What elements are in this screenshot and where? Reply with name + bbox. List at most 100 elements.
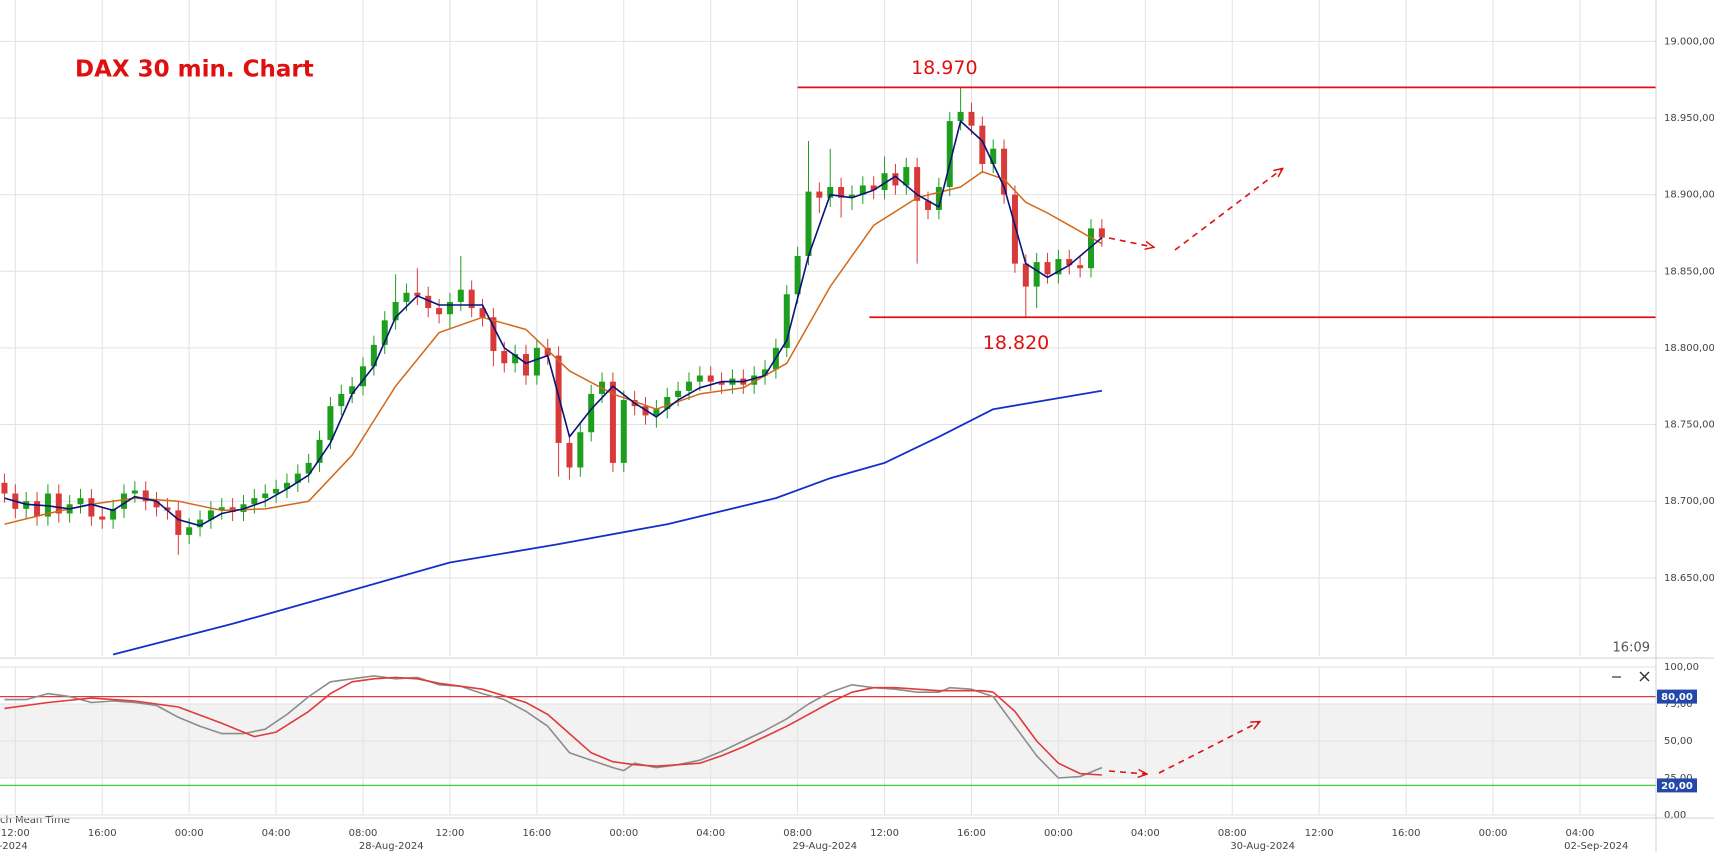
- candle-body: [1011, 194, 1018, 264]
- candle-body: [685, 381, 692, 391]
- date-label: 02-Sep-2024: [1564, 841, 1628, 852]
- candle-body: [283, 482, 290, 489]
- candle-body: [251, 498, 258, 505]
- candle-body: [1077, 265, 1084, 269]
- date-label: 29-Aug-2024: [792, 841, 857, 852]
- candle-body: [436, 308, 443, 315]
- x-tick-label: 00:00: [175, 828, 204, 839]
- x-tick-label: 04:00: [1131, 828, 1160, 839]
- level-label: 18.970: [911, 57, 977, 79]
- y-tick-label: 18.800,00: [1664, 343, 1714, 354]
- candle-body: [1087, 228, 1094, 269]
- date-label: -2024: [0, 841, 28, 852]
- candle-body: [338, 393, 345, 407]
- candle-body: [675, 390, 682, 397]
- candle-body: [794, 255, 801, 295]
- candle-body: [120, 493, 127, 509]
- candle-body: [707, 375, 714, 382]
- x-tick-label: 08:00: [783, 828, 812, 839]
- level-label: 80,00: [1661, 692, 1693, 703]
- candle-body: [968, 111, 975, 126]
- candle-body: [859, 185, 866, 195]
- candle-body: [555, 355, 562, 443]
- candle-body: [903, 167, 910, 186]
- candle-body: [946, 121, 953, 187]
- candle-body: [620, 400, 627, 463]
- candle-body: [914, 167, 921, 201]
- candle-body: [718, 381, 725, 385]
- candle-body: [501, 350, 508, 364]
- candle-body: [294, 473, 301, 483]
- candle-body: [522, 354, 529, 376]
- projection-arrow: [1174, 169, 1282, 251]
- x-tick-label: 12:00: [1305, 828, 1334, 839]
- candle-body: [197, 519, 204, 528]
- date-label: 30-Aug-2024: [1230, 841, 1295, 852]
- x-tick-label: 00:00: [1479, 828, 1508, 839]
- candle-body: [664, 396, 671, 410]
- candle-body: [805, 191, 812, 256]
- y-tick-label: 18.850,00: [1664, 266, 1714, 277]
- candle-body: [957, 111, 964, 122]
- candle-body: [925, 200, 932, 210]
- candle-body: [273, 488, 280, 494]
- candle-body: [262, 493, 269, 499]
- y-tick-label: 18.650,00: [1664, 573, 1714, 584]
- candle-body: [381, 320, 388, 345]
- candle-body: [696, 375, 703, 382]
- candle-body: [131, 490, 138, 494]
- candle-body: [751, 375, 758, 385]
- plot-area: [1, 86, 1656, 656]
- candle-body: [468, 289, 475, 309]
- candle-body: [110, 508, 117, 520]
- candle-body: [838, 186, 845, 198]
- candle-body: [892, 173, 899, 186]
- candle-body: [1055, 259, 1062, 275]
- candle-body: [609, 381, 616, 463]
- candle-body: [490, 317, 497, 351]
- time-stamp: 16:09: [1613, 641, 1650, 656]
- x-tick-label: 04:00: [696, 828, 725, 839]
- y-tick-label: 18.900,00: [1664, 190, 1714, 201]
- y-tick-label: 75,00: [1664, 699, 1693, 710]
- candle-body: [142, 490, 149, 502]
- level-badge: [1657, 689, 1697, 704]
- close-button[interactable]: [1636, 668, 1654, 686]
- x-tick-label: 04:00: [1566, 828, 1595, 839]
- minimize-button[interactable]: [1608, 668, 1626, 686]
- timezone-label: ch Mean Time: [0, 815, 70, 826]
- y-tick-label: 50,00: [1664, 736, 1693, 747]
- candle-body: [566, 442, 573, 468]
- x-tick-label: 08:00: [349, 828, 378, 839]
- indicator-line: [112, 389, 1103, 656]
- candle-body: [848, 194, 855, 198]
- x-tick-label: 12:00: [870, 828, 899, 839]
- x-tick-label: 12:00: [436, 828, 465, 839]
- y-tick-label: 18.950,00: [1664, 113, 1714, 124]
- text-layer: 18.650,00 18.700,00 18.750,00 18.800,00 18.8…: [0, 36, 1714, 852]
- candle-body: [1066, 259, 1073, 266]
- plot-area: [0, 675, 1656, 787]
- candle-body: [457, 289, 464, 302]
- x-tick-label: 04:00: [262, 828, 291, 839]
- date-label: 28-Aug-2024: [359, 841, 424, 852]
- candle-body: [305, 462, 312, 474]
- x-tick-label: 16:00: [957, 828, 986, 839]
- candle-body: [588, 393, 595, 433]
- x-tick-label: 00:00: [1044, 828, 1073, 839]
- candle-body: [1033, 262, 1040, 287]
- indicator-line: [4, 120, 1103, 527]
- x-tick-label: 12:00: [1, 828, 30, 839]
- indicator-line: [4, 675, 1103, 779]
- candle-body: [370, 344, 377, 367]
- candle-body: [653, 409, 660, 416]
- candle-body: [316, 439, 323, 463]
- candle-body: [479, 308, 486, 318]
- candle-body: [935, 186, 942, 210]
- level-label: 20,00: [1661, 781, 1693, 792]
- candle-body: [186, 527, 193, 535]
- indicator-line: [4, 170, 1103, 525]
- candle-body: [327, 406, 334, 440]
- candle-body: [55, 493, 62, 514]
